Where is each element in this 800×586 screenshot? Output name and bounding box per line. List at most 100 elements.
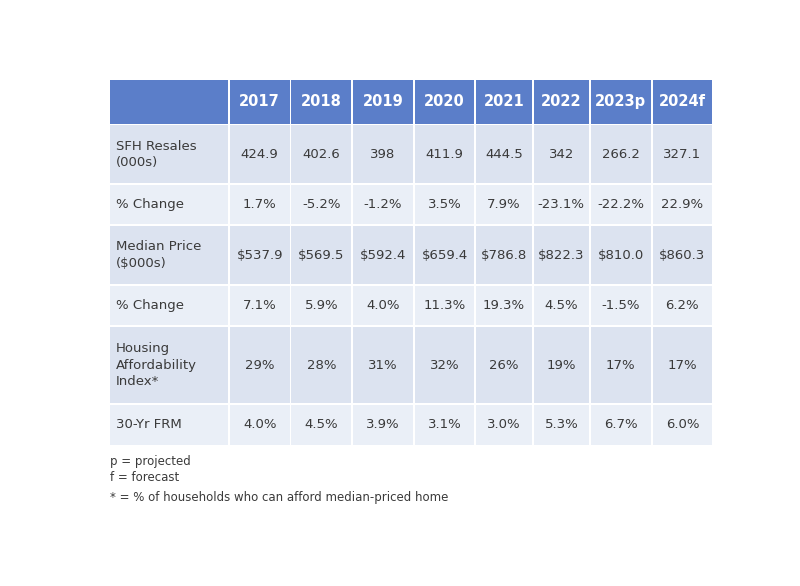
- FancyBboxPatch shape: [414, 226, 474, 284]
- Text: 2019: 2019: [362, 94, 403, 109]
- FancyBboxPatch shape: [291, 226, 351, 284]
- FancyBboxPatch shape: [110, 80, 228, 124]
- Text: 19.3%: 19.3%: [483, 299, 525, 312]
- Text: 266.2: 266.2: [602, 148, 640, 161]
- Text: f = forecast: f = forecast: [110, 471, 179, 483]
- Text: 2021: 2021: [484, 94, 524, 109]
- Text: 6.7%: 6.7%: [604, 418, 638, 431]
- FancyBboxPatch shape: [291, 286, 351, 325]
- FancyBboxPatch shape: [353, 286, 413, 325]
- Text: 17%: 17%: [667, 359, 698, 372]
- Text: 30-Yr FRM: 30-Yr FRM: [116, 418, 182, 431]
- Text: -23.1%: -23.1%: [538, 198, 585, 212]
- Text: 444.5: 444.5: [485, 148, 523, 161]
- Text: -22.2%: -22.2%: [598, 198, 644, 212]
- Text: 29%: 29%: [245, 359, 274, 372]
- FancyBboxPatch shape: [476, 286, 532, 325]
- Text: -1.2%: -1.2%: [364, 198, 402, 212]
- FancyBboxPatch shape: [653, 226, 712, 284]
- Text: 5.3%: 5.3%: [545, 418, 578, 431]
- Text: % Change: % Change: [116, 198, 184, 212]
- FancyBboxPatch shape: [653, 327, 712, 403]
- Text: $822.3: $822.3: [538, 248, 585, 262]
- FancyBboxPatch shape: [591, 80, 650, 124]
- FancyBboxPatch shape: [353, 185, 413, 224]
- FancyBboxPatch shape: [534, 125, 589, 183]
- FancyBboxPatch shape: [414, 406, 474, 445]
- FancyBboxPatch shape: [291, 406, 351, 445]
- Text: $860.3: $860.3: [659, 248, 706, 262]
- FancyBboxPatch shape: [110, 327, 228, 403]
- FancyBboxPatch shape: [476, 185, 532, 224]
- Text: 4.0%: 4.0%: [243, 418, 277, 431]
- FancyBboxPatch shape: [534, 226, 589, 284]
- Text: 32%: 32%: [430, 359, 459, 372]
- FancyBboxPatch shape: [291, 80, 351, 124]
- FancyBboxPatch shape: [591, 327, 650, 403]
- FancyBboxPatch shape: [534, 286, 589, 325]
- FancyBboxPatch shape: [476, 406, 532, 445]
- Text: 28%: 28%: [306, 359, 336, 372]
- Text: 22.9%: 22.9%: [662, 198, 703, 212]
- Text: 6.2%: 6.2%: [666, 299, 699, 312]
- FancyBboxPatch shape: [653, 286, 712, 325]
- FancyBboxPatch shape: [591, 226, 650, 284]
- Text: 342: 342: [549, 148, 574, 161]
- Text: 3.0%: 3.0%: [487, 418, 521, 431]
- Text: 2017: 2017: [239, 94, 280, 109]
- Text: 7.9%: 7.9%: [487, 198, 521, 212]
- FancyBboxPatch shape: [591, 125, 650, 183]
- Text: 7.1%: 7.1%: [243, 299, 277, 312]
- FancyBboxPatch shape: [230, 286, 290, 325]
- FancyBboxPatch shape: [591, 406, 650, 445]
- Text: Housing
Affordability
Index*: Housing Affordability Index*: [116, 342, 197, 389]
- FancyBboxPatch shape: [230, 327, 290, 403]
- FancyBboxPatch shape: [110, 406, 228, 445]
- Text: % Change: % Change: [116, 299, 184, 312]
- FancyBboxPatch shape: [291, 327, 351, 403]
- FancyBboxPatch shape: [230, 226, 290, 284]
- Text: 2024f: 2024f: [659, 94, 706, 109]
- Text: 3.5%: 3.5%: [428, 198, 462, 212]
- FancyBboxPatch shape: [353, 80, 413, 124]
- FancyBboxPatch shape: [414, 125, 474, 183]
- FancyBboxPatch shape: [230, 185, 290, 224]
- FancyBboxPatch shape: [110, 286, 228, 325]
- FancyBboxPatch shape: [230, 125, 290, 183]
- FancyBboxPatch shape: [653, 185, 712, 224]
- Text: $537.9: $537.9: [237, 248, 283, 262]
- FancyBboxPatch shape: [414, 327, 474, 403]
- Text: -5.2%: -5.2%: [302, 198, 341, 212]
- Text: $786.8: $786.8: [481, 248, 527, 262]
- FancyBboxPatch shape: [230, 406, 290, 445]
- Text: $569.5: $569.5: [298, 248, 345, 262]
- FancyBboxPatch shape: [291, 125, 351, 183]
- FancyBboxPatch shape: [414, 286, 474, 325]
- Text: 4.5%: 4.5%: [545, 299, 578, 312]
- FancyBboxPatch shape: [476, 80, 532, 124]
- FancyBboxPatch shape: [534, 80, 589, 124]
- FancyBboxPatch shape: [653, 125, 712, 183]
- Text: 327.1: 327.1: [663, 148, 702, 161]
- FancyBboxPatch shape: [353, 125, 413, 183]
- FancyBboxPatch shape: [534, 185, 589, 224]
- Text: 5.9%: 5.9%: [305, 299, 338, 312]
- Text: 19%: 19%: [546, 359, 576, 372]
- Text: $659.4: $659.4: [422, 248, 468, 262]
- Text: 31%: 31%: [368, 359, 398, 372]
- Text: 3.1%: 3.1%: [428, 418, 462, 431]
- FancyBboxPatch shape: [653, 406, 712, 445]
- FancyBboxPatch shape: [534, 327, 589, 403]
- FancyBboxPatch shape: [353, 327, 413, 403]
- FancyBboxPatch shape: [353, 226, 413, 284]
- FancyBboxPatch shape: [591, 185, 650, 224]
- Text: 17%: 17%: [606, 359, 636, 372]
- Text: 26%: 26%: [490, 359, 518, 372]
- Text: 2020: 2020: [424, 94, 465, 109]
- Text: p = projected: p = projected: [110, 455, 190, 468]
- Text: 11.3%: 11.3%: [423, 299, 466, 312]
- Text: 2023p: 2023p: [595, 94, 646, 109]
- Text: 1.7%: 1.7%: [243, 198, 277, 212]
- Text: 6.0%: 6.0%: [666, 418, 699, 431]
- FancyBboxPatch shape: [476, 226, 532, 284]
